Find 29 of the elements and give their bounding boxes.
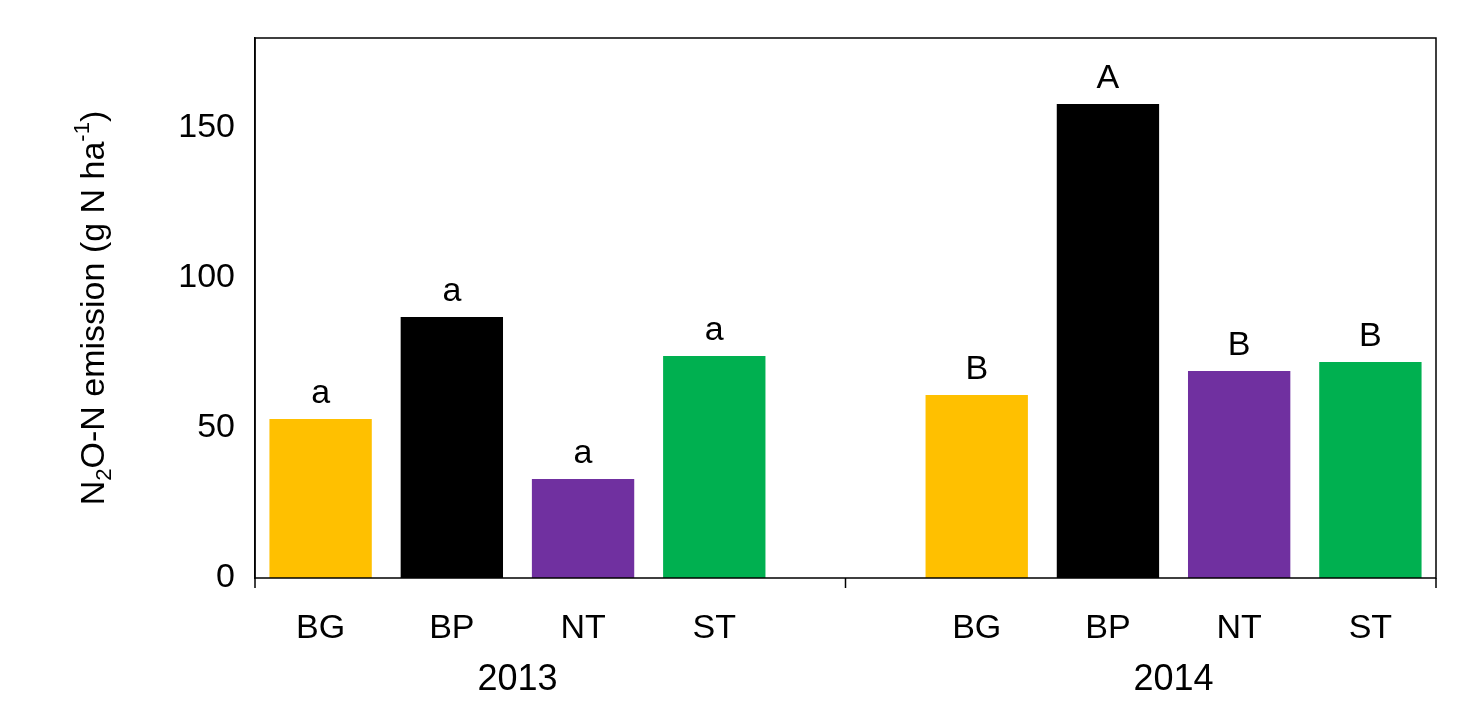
x-tick-label: ST	[1348, 606, 1393, 645]
bar	[1319, 362, 1422, 578]
x-tick-label: NT	[1216, 606, 1262, 645]
text: 2014	[1133, 656, 1214, 698]
y-tick-label: 100	[178, 256, 235, 295]
data-label: B	[1359, 315, 1382, 354]
data-label: a	[704, 309, 724, 348]
x-tick-label: BG	[296, 606, 346, 645]
bar	[269, 419, 372, 578]
bar	[1187, 371, 1291, 578]
data-label: B	[965, 348, 989, 387]
text: 2013	[477, 656, 558, 698]
data-label: A	[1096, 57, 1120, 96]
data-label: a	[573, 432, 593, 471]
bar	[663, 356, 766, 578]
x-tick-label: BP	[1085, 606, 1131, 645]
data-label: B	[1227, 324, 1251, 363]
bar	[531, 479, 635, 578]
x-tick-label: ST	[692, 606, 736, 645]
y-tick-label: 150	[178, 106, 235, 145]
x-tick-label: BP	[429, 606, 475, 645]
y-tick-label: 50	[197, 406, 235, 445]
data-label: a	[311, 372, 331, 411]
data-label: a	[442, 270, 462, 309]
x-tick-label: NT	[560, 606, 606, 645]
y-tick-label: 0	[216, 556, 235, 595]
x-tick-label: BG	[952, 606, 1002, 645]
y-axis-title: N2O-N emission (g N ha-1)	[69, 110, 117, 506]
bar	[925, 395, 1028, 578]
